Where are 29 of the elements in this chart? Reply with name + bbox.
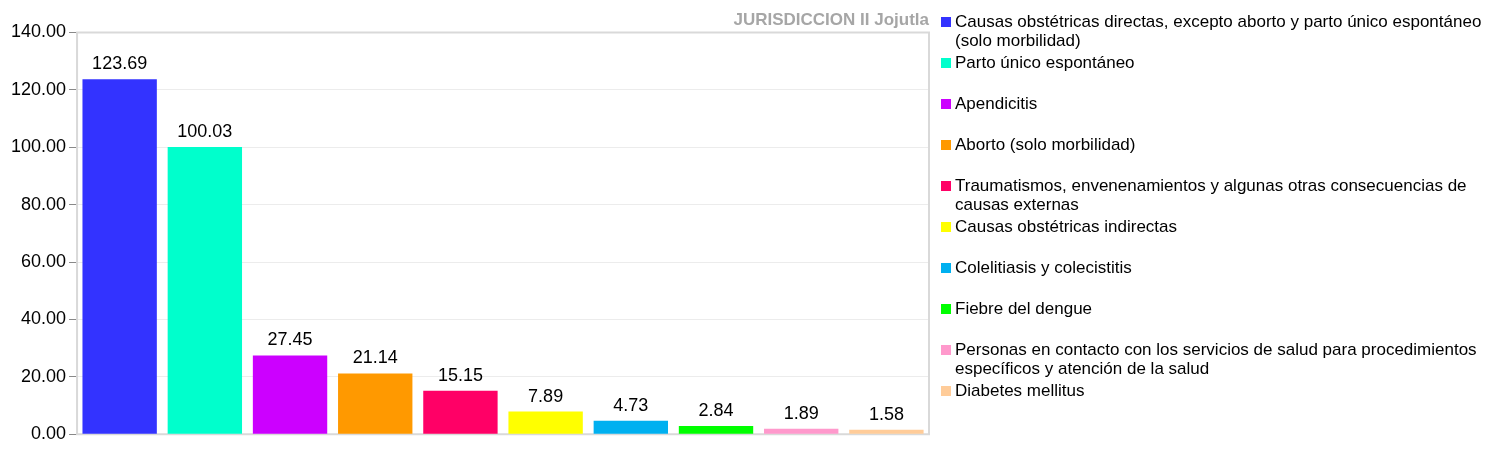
legend-label: Traumatismos, envenenamientos y algunas otras consecuencias de causas externas — [955, 176, 1468, 214]
legend-label: Aborto (solo morbilidad) — [955, 135, 1136, 154]
data-label: 1.89 — [783, 402, 819, 423]
data-label: 100.03 — [177, 121, 233, 142]
data-label: 4.73 — [613, 394, 649, 415]
legend-label: Causas obstétricas directas, excepto aborto y parto único espontáneo (solo morbilidad) — [955, 12, 1483, 50]
data-label: 1.58 — [868, 403, 904, 424]
y-tick-label: 40.00 — [21, 308, 67, 329]
data-label: 2.84 — [698, 400, 734, 421]
legend-label: Causas obstétricas indirectas — [955, 217, 1178, 236]
legend-label: Personas en contacto con los servicios de salud para procedimientos específicos y atención de la salud — [955, 340, 1478, 378]
y-tick-label: 60.00 — [21, 250, 67, 271]
data-label: 7.89 — [528, 385, 564, 406]
legend-label: Apendicitis — [955, 94, 1038, 113]
data-label: 15.15 — [437, 364, 483, 385]
y-tick-label: 120.00 — [10, 78, 67, 99]
data-label: 27.45 — [267, 329, 313, 350]
legend-label: Diabetes mellitus — [955, 381, 1085, 400]
y-tick-label: 140.00 — [10, 21, 67, 42]
y-tick-label: 0.00 — [31, 423, 67, 444]
legend-label: Colelitiasis y colecistitis — [955, 258, 1132, 277]
legend-label: Fiebre del dengue — [955, 299, 1093, 318]
data-label: 21.14 — [352, 347, 398, 368]
y-tick-label: 20.00 — [21, 365, 67, 386]
legend-label: Parto único espontáneo — [955, 53, 1135, 72]
data-label: 123.69 — [92, 53, 148, 74]
y-tick-label: 80.00 — [21, 193, 67, 214]
chart-title: JURISDICCION II Jojutla — [733, 9, 930, 29]
y-tick-label: 100.00 — [10, 136, 67, 157]
